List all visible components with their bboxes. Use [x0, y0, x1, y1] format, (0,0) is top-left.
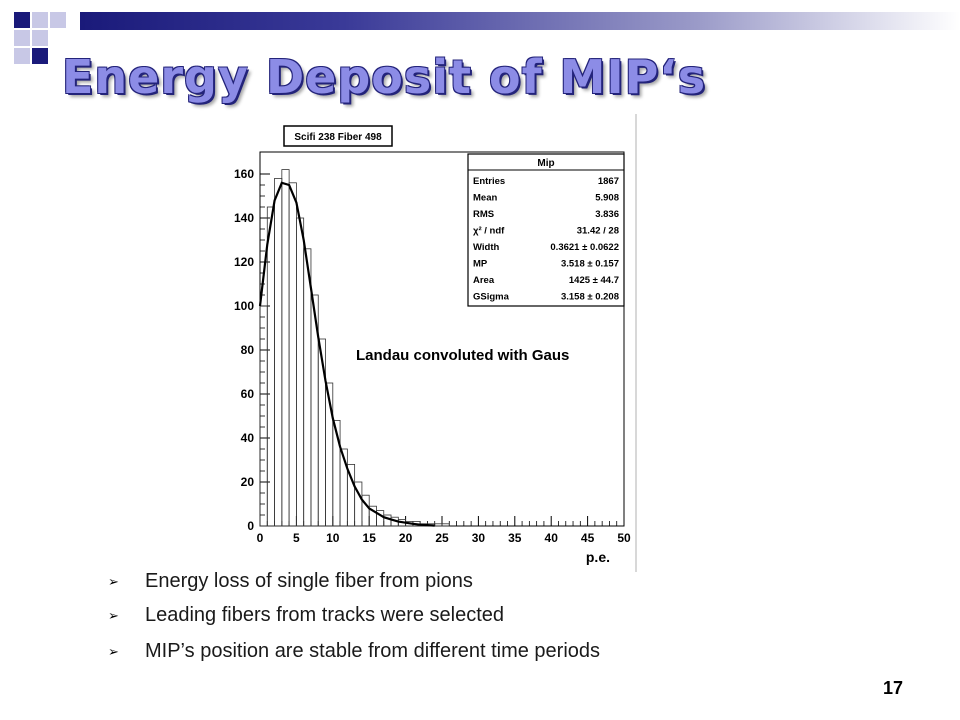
stats-row-value: 1867 [598, 176, 619, 187]
stats-row-label: GSigma [473, 292, 510, 303]
y-axis: 0 20 40 60 80 100 120 140 160 [234, 167, 270, 533]
stats-row-label: MP [473, 259, 488, 270]
x-axis: 0 5 10 15 20 25 30 35 40 45 50 [257, 516, 631, 545]
x-tick-label: 50 [617, 531, 631, 545]
chart-title: Scifi 238 Fiber 498 [294, 132, 382, 143]
y-tick-label: 60 [241, 387, 255, 401]
x-tick-label: 30 [472, 531, 486, 545]
stats-row-value: 31.42 / 28 [577, 226, 619, 237]
stats-row-value: 1425 ± 44.7 [569, 275, 619, 286]
y-tick-label: 160 [234, 167, 254, 181]
page-number: 17 [883, 678, 904, 698]
stats-box: Mip Entries 1867 Mean 5.908 RMS 3.836 χ² / ndf… [467, 153, 625, 307]
histogram-chart: Scifi 238 Fiber 498 02040608010012014016… [212, 112, 638, 574]
x-axis-label: p.e. [586, 549, 610, 565]
y-tick-label: 120 [234, 255, 254, 269]
x-tick-label: 20 [399, 531, 413, 545]
stats-row-label: Width [473, 242, 499, 253]
bullet-text: MIP’s position are stable from different… [145, 640, 601, 662]
x-tick-label: 35 [508, 531, 522, 545]
x-tick-label: 0 [257, 531, 264, 545]
chart-title-box [283, 125, 393, 147]
x-tick-label: 5 [293, 531, 300, 545]
stats-row-label: Area [473, 275, 495, 286]
stats-row-value: 3.518 ± 0.157 [561, 259, 619, 270]
slide-title: Energy Deposit of MIP‘s [62, 50, 707, 104]
stats-row-label: RMS [473, 209, 494, 220]
arrow-bullet-icon: ➢ [108, 644, 119, 659]
y-tick-label: 0 [247, 519, 254, 533]
chart-annotation: Landau convoluted with Gaus [356, 347, 569, 364]
y-tick-label: 140 [234, 211, 254, 225]
y-tick-label: 80 [241, 343, 255, 357]
x-tick-label: 40 [545, 531, 559, 545]
y-tick-label: 40 [241, 431, 255, 445]
stats-box-name: Mip [537, 158, 554, 169]
corner-square [32, 12, 48, 28]
stats-box-frame [467, 153, 625, 307]
histogram-bin [441, 523, 450, 527]
stats-row-value: 3.836 [595, 209, 619, 220]
y-tick-label: 100 [234, 299, 254, 313]
y-tick-label: 20 [241, 475, 255, 489]
corner-square [14, 12, 30, 28]
x-tick-label: 10 [326, 531, 340, 545]
corner-square [32, 48, 48, 64]
x-tick-label: 15 [363, 531, 377, 545]
arrow-bullet-icon: ➢ [108, 608, 119, 623]
stats-row-value: 5.908 [595, 193, 619, 204]
corner-square [14, 30, 30, 46]
title-bar-gradient [80, 12, 960, 30]
bullet-text: Leading fibers from tracks were selected [145, 604, 505, 626]
x-tick-label: 25 [435, 531, 449, 545]
corner-square [14, 48, 30, 64]
bullet-text: Energy loss of single fiber from pions [145, 570, 473, 592]
corner-square [50, 12, 66, 28]
fit-curve [258, 181, 435, 527]
arrow-bullet-icon: ➢ [108, 574, 119, 589]
corner-square [32, 30, 48, 46]
stats-row-value: 3.158 ± 0.208 [561, 292, 619, 303]
stats-row-label: χ² / ndf [473, 226, 505, 237]
chart-container: Scifi 238 Fiber 498 0 20 40 60 80 100 120 140 16… [212, 112, 638, 574]
x-tick-label: 45 [581, 531, 595, 545]
stats-row-label: Mean [473, 193, 497, 204]
stats-row-value: 0.3621 ± 0.0622 [550, 242, 619, 253]
stats-row-label: Entries [473, 176, 505, 187]
